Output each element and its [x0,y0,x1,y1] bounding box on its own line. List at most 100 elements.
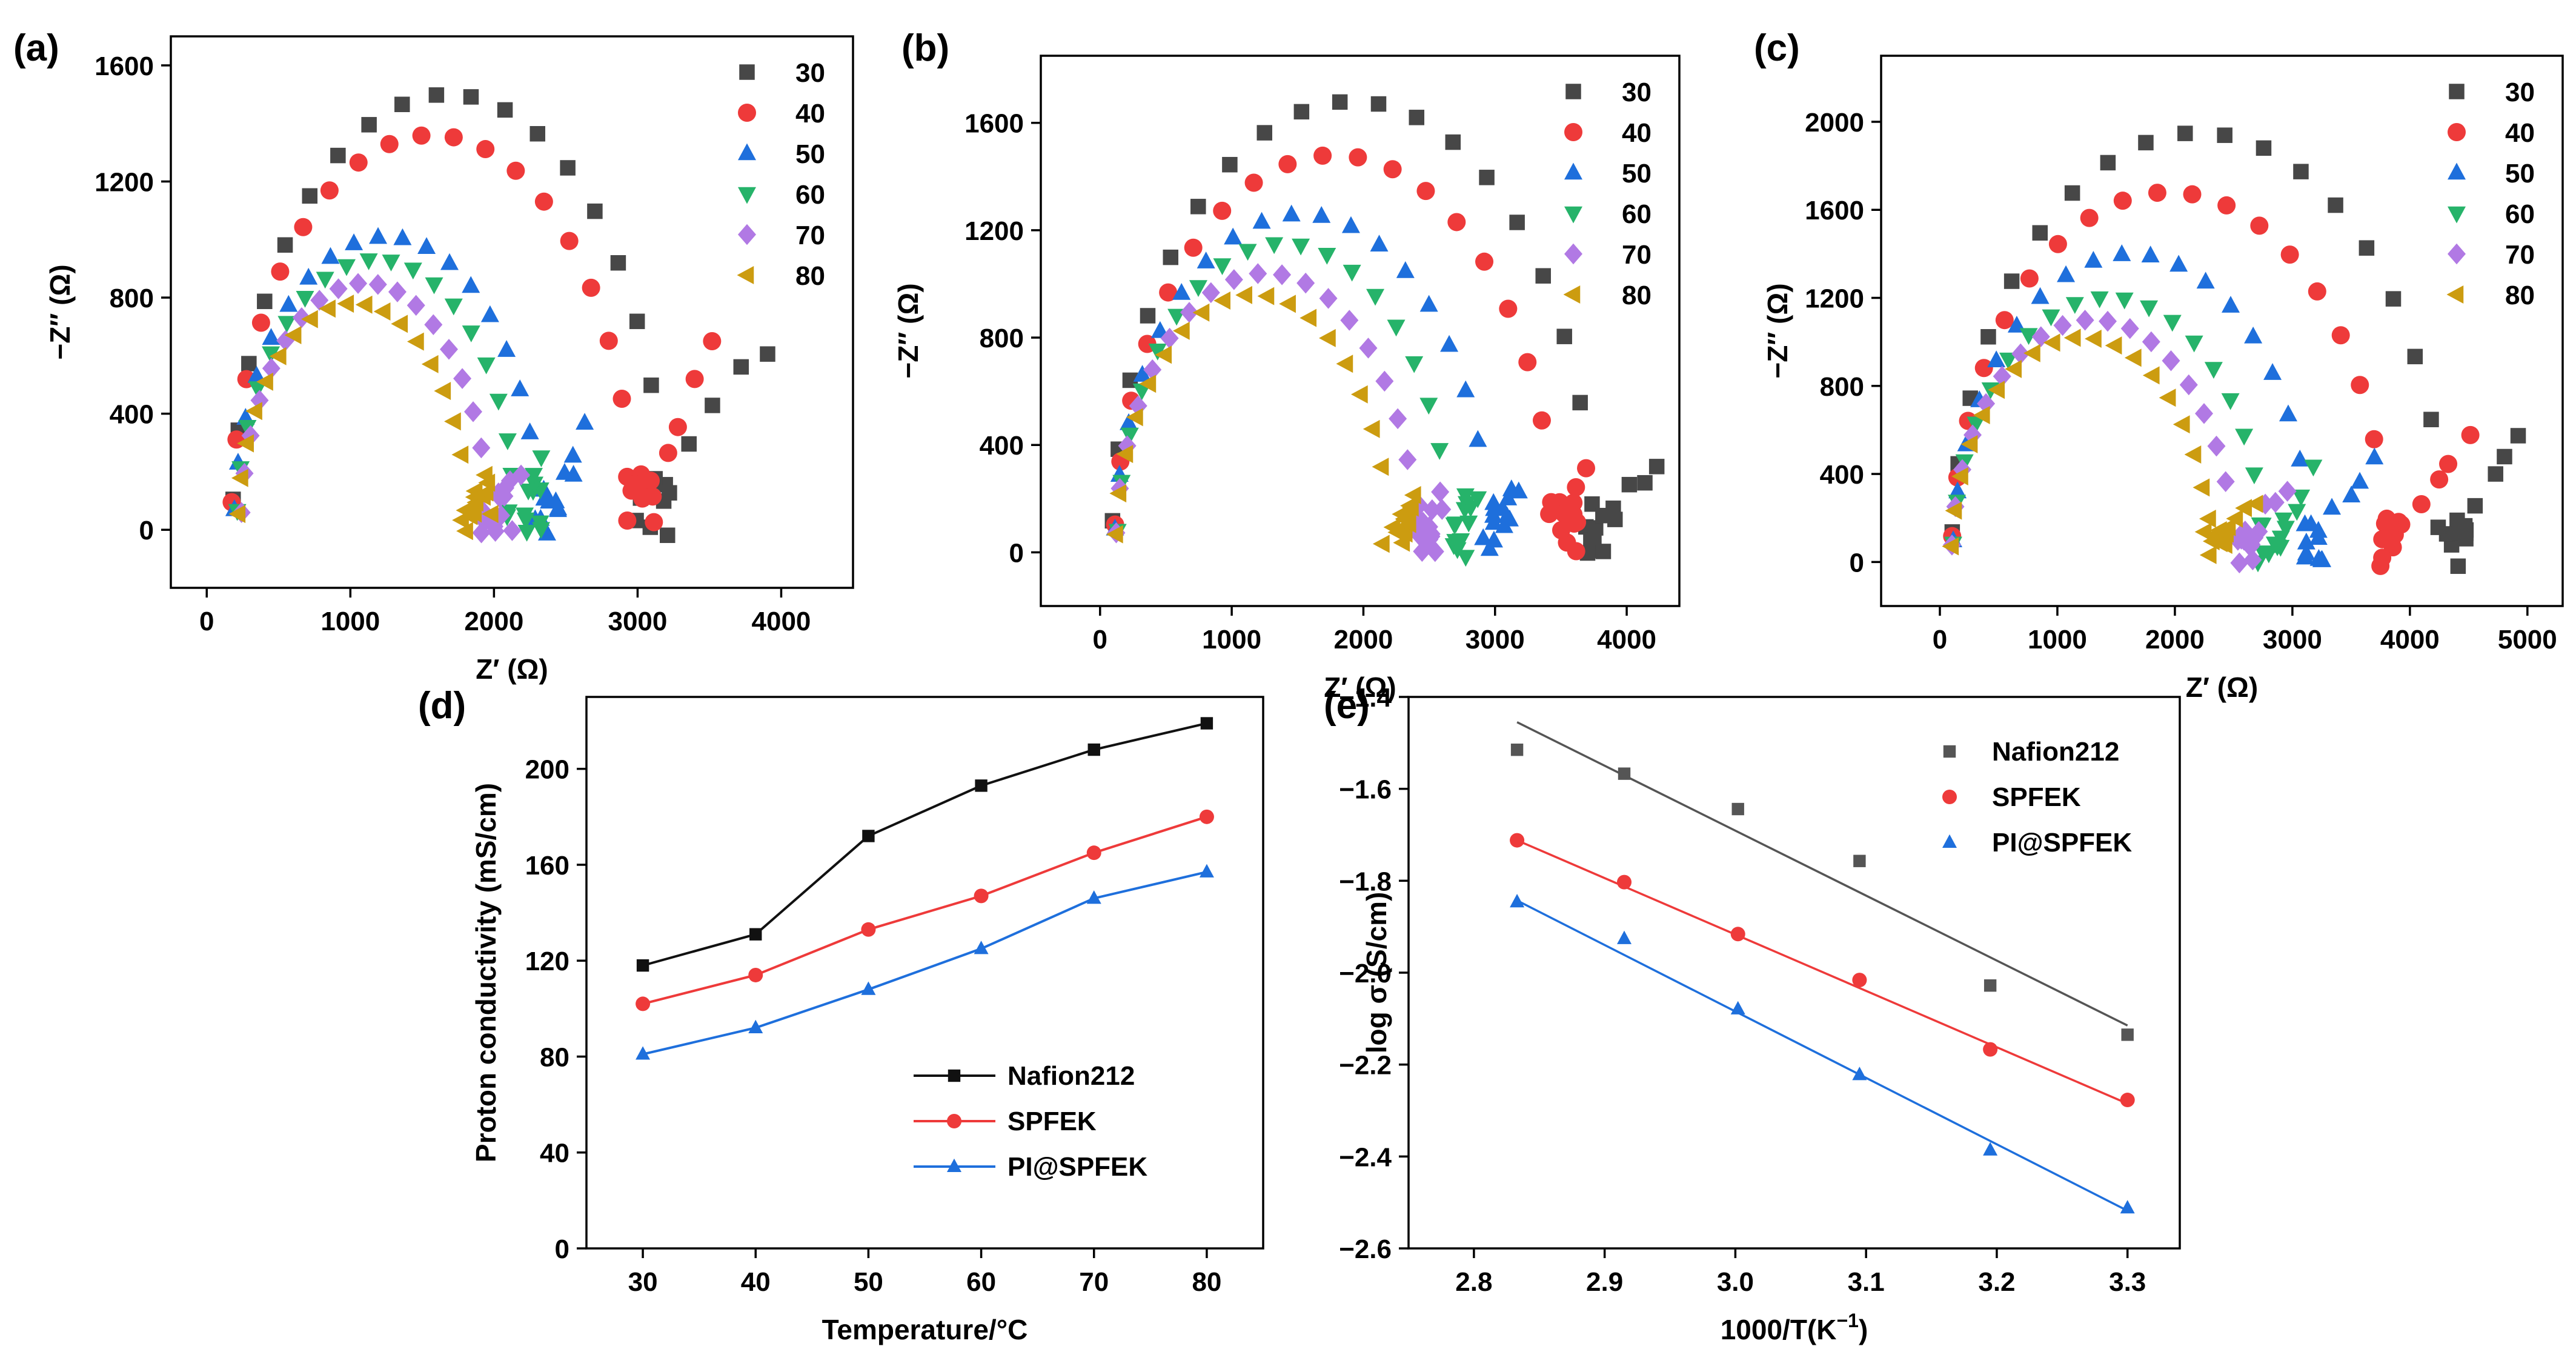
data-point [1249,263,1267,284]
data-point [296,291,314,308]
data-point [299,267,318,285]
legend-label: 50 [1622,159,1651,188]
data-point [2254,545,2272,562]
data-point [546,491,565,508]
data-point [1951,467,1968,485]
data-point [2185,335,2203,353]
data-point [472,437,491,459]
data-point [1510,744,1524,756]
data-point [974,941,989,954]
panel-d: (d) 30 40 50 60 70 80 0 40 80 120 160 200 Temperature… [418,685,1264,1345]
legend-label: Nafion212 [1992,737,2119,767]
plot-frame [1880,55,2564,607]
data-point [2510,428,2526,444]
data-point [2141,245,2160,263]
data-point [310,290,329,311]
y-tick-label: 400 [110,400,154,430]
y-tick-label: −2.6 [1339,1234,1392,1264]
data-point [1404,485,1421,504]
data-point [636,1046,651,1060]
y-axis-title: −Z″ (Ω) [892,283,924,378]
x-axis-title-main: 1000/T(K [1721,1314,1837,1345]
data-point [391,315,408,333]
data-point [2080,208,2099,227]
data-point [1456,550,1475,567]
data-point [618,511,637,530]
data-point [321,247,340,264]
data-point [2023,344,2040,362]
legend-label: 80 [1622,281,1651,310]
plot-frame [170,35,854,589]
data-point [428,87,445,103]
data-point [464,401,483,422]
data-point [520,422,539,439]
data-point [643,377,659,393]
data-point [2245,467,2263,485]
data-point [511,379,529,396]
data-point [330,147,346,164]
data-point [462,276,480,293]
data-point [2019,328,2038,345]
data-point [2120,1200,2135,1214]
data-point [1446,516,1465,534]
data-point [512,464,531,486]
data-point [472,522,491,544]
data-point [476,140,495,159]
data-point [1318,247,1336,265]
data-point [489,393,508,411]
data-point [1190,199,1206,215]
data-point [1485,499,1504,516]
data-point [2439,455,2458,473]
data-point [231,468,248,487]
data-point [2065,297,2084,315]
data-point [2385,291,2402,307]
data-point [319,299,336,318]
legend-label: 70 [1622,240,1651,270]
data-point [251,313,270,332]
series-SPFEK [1510,833,2135,1108]
data-point [453,368,472,389]
data-point [1293,104,1310,120]
data-point [2100,155,2116,171]
y-tick-label: 800 [980,324,1024,353]
data-point [642,471,660,490]
data-point [861,922,876,937]
data-point [337,295,354,313]
plot-frame [1407,696,2181,1250]
data-point [1484,513,1503,530]
data-point [1995,311,2014,330]
panel-label: (c) [1754,27,1800,69]
legend-label: 40 [1622,118,1651,148]
data-point [2031,287,2050,304]
data-point [1319,288,1338,309]
x-axis-title-close: ) [1859,1314,1868,1345]
legend-marker [738,104,756,122]
data-point [439,339,458,360]
y-tick-label: −1.6 [1339,775,1392,805]
data-point [2250,216,2269,235]
data-point [1343,264,1361,282]
data-point [2216,471,2235,492]
y-tick-label: −2.0 [1339,959,1392,988]
data-point [660,527,676,544]
data-point [2291,450,2309,467]
data-point [1948,481,1967,499]
data-point [1273,264,1292,285]
data-point [2423,411,2439,427]
data-point [302,188,318,204]
data-point [369,227,388,244]
data-point [2217,196,2236,215]
data-point [1431,481,1450,503]
data-point [1238,244,1257,261]
data-point [262,346,281,364]
data-point [1133,365,1152,382]
data-point [1987,350,2006,367]
data-point [1405,356,1424,373]
data-point [1313,146,1332,165]
data-point [1256,125,1272,141]
data-point [498,433,517,450]
data-point [477,357,496,375]
data-point [1445,134,1461,150]
data-point [560,160,576,176]
data-point [1396,261,1415,278]
